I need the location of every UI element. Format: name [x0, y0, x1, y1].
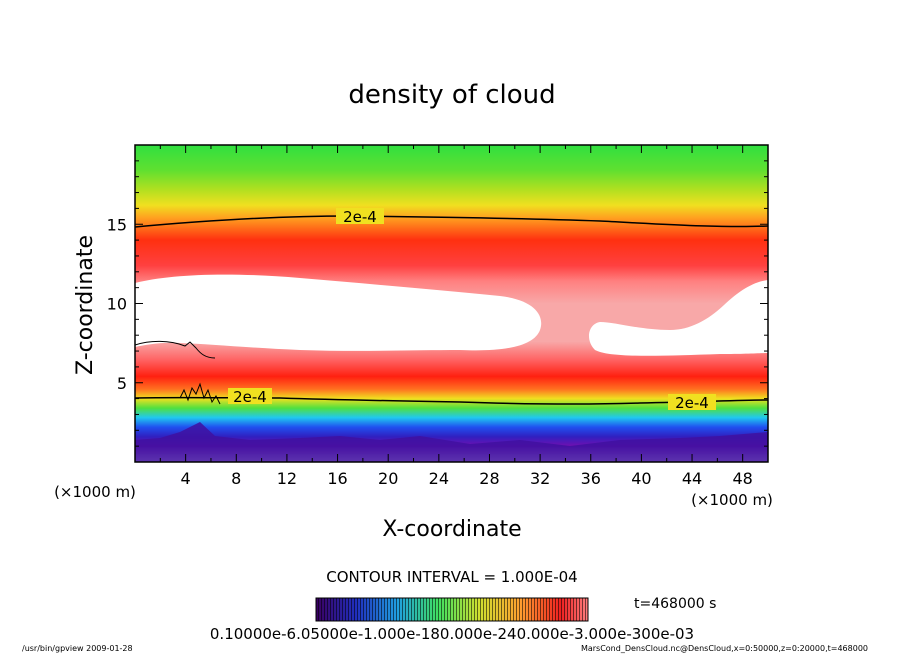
- x-tick-label: 44: [682, 469, 702, 488]
- x-tick-label: 16: [327, 469, 347, 488]
- y-axis: 5 10 15: [107, 160, 768, 447]
- clear-region-left: [135, 274, 542, 351]
- colorbar-frame: [315, 597, 589, 622]
- contour-label-lower-left: 2e-4: [228, 388, 272, 406]
- x-tick-label: 12: [277, 469, 297, 488]
- y-tick-label: 5: [117, 374, 127, 393]
- x-tick-label: 28: [479, 469, 499, 488]
- footer-right: MarsCond_DensCloud.nc@DensCloud,x=0:5000…: [581, 644, 868, 653]
- x-tick-label: 36: [581, 469, 601, 488]
- y-unit-label: (×1000 m): [54, 483, 136, 501]
- y-tick-label: 10: [107, 295, 127, 314]
- x-tick-label: 20: [378, 469, 398, 488]
- svg-text:2e-4: 2e-4: [675, 394, 709, 412]
- colorbar: [315, 597, 589, 622]
- contour-label-upper: 2e-4: [336, 208, 384, 226]
- time-label: t=468000 s: [634, 596, 716, 612]
- x-axis-label: X-coordinate: [382, 517, 521, 542]
- svg-text:2e-4: 2e-4: [343, 208, 377, 226]
- x-tick-label: 40: [631, 469, 651, 488]
- x-tick-label: 4: [181, 469, 191, 488]
- contour-interval: CONTOUR INTERVAL = 1.000E-04: [326, 568, 577, 586]
- x-tick-label: 32: [530, 469, 550, 488]
- plot-area: [135, 145, 768, 462]
- x-axis: 4 8 12 16 20 24 28 32 36 40 44 48: [159, 145, 753, 488]
- y-tick-label: 15: [107, 215, 127, 234]
- contour-noise: [179, 382, 221, 405]
- footer-left: /usr/bin/gpview 2009-01-28: [22, 644, 133, 653]
- x-tick-label: 48: [733, 469, 753, 488]
- y-axis-label: Z-coordinate: [73, 235, 98, 375]
- chart-title: density of cloud: [348, 80, 555, 110]
- colorbar-stripes: [316, 598, 588, 621]
- contour-upper: [135, 215, 768, 228]
- colorbar-labels: 0.10000e-6.05000e-1.000e-180.000e-240.00…: [210, 625, 694, 643]
- x-unit-label: (×1000 m): [691, 491, 773, 509]
- contour-label-lower-right: 2e-4: [668, 394, 716, 412]
- svg-text:2e-4: 2e-4: [233, 388, 267, 406]
- contour-hill: [135, 340, 216, 359]
- clear-region-right: [588, 280, 768, 356]
- x-tick-label: 8: [231, 469, 241, 488]
- ground-fringe: [135, 422, 768, 462]
- x-tick-label: 24: [429, 469, 449, 488]
